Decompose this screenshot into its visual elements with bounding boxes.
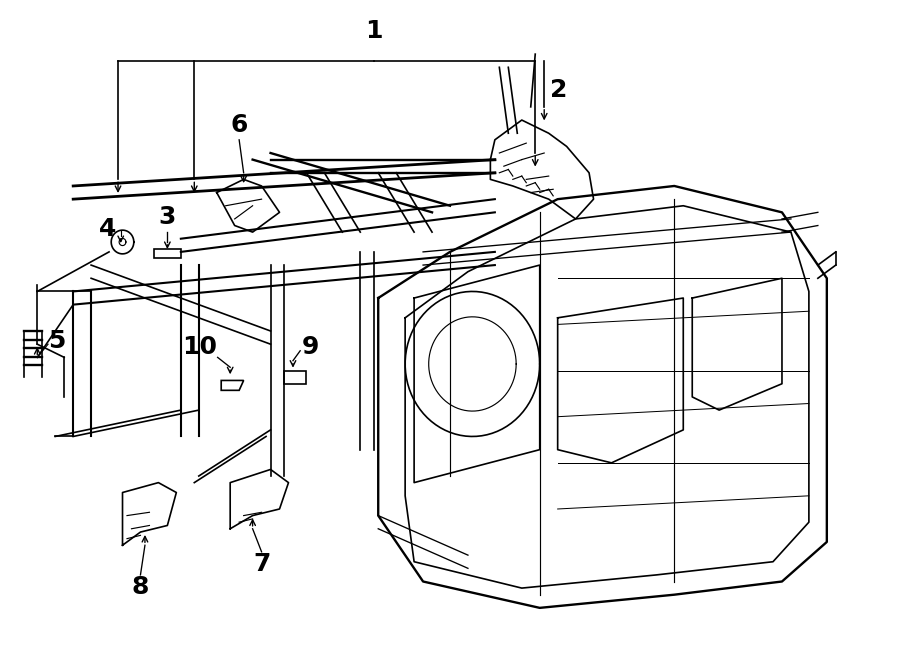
Text: 5: 5: [48, 329, 66, 353]
Text: 6: 6: [230, 113, 248, 136]
Text: 4: 4: [99, 217, 116, 241]
Text: 8: 8: [131, 575, 149, 599]
Text: 7: 7: [253, 552, 270, 576]
Text: 1: 1: [365, 19, 382, 43]
Text: 9: 9: [302, 336, 320, 359]
Text: 2: 2: [551, 78, 568, 103]
Text: 3: 3: [158, 205, 176, 229]
Text: 10: 10: [182, 336, 217, 359]
